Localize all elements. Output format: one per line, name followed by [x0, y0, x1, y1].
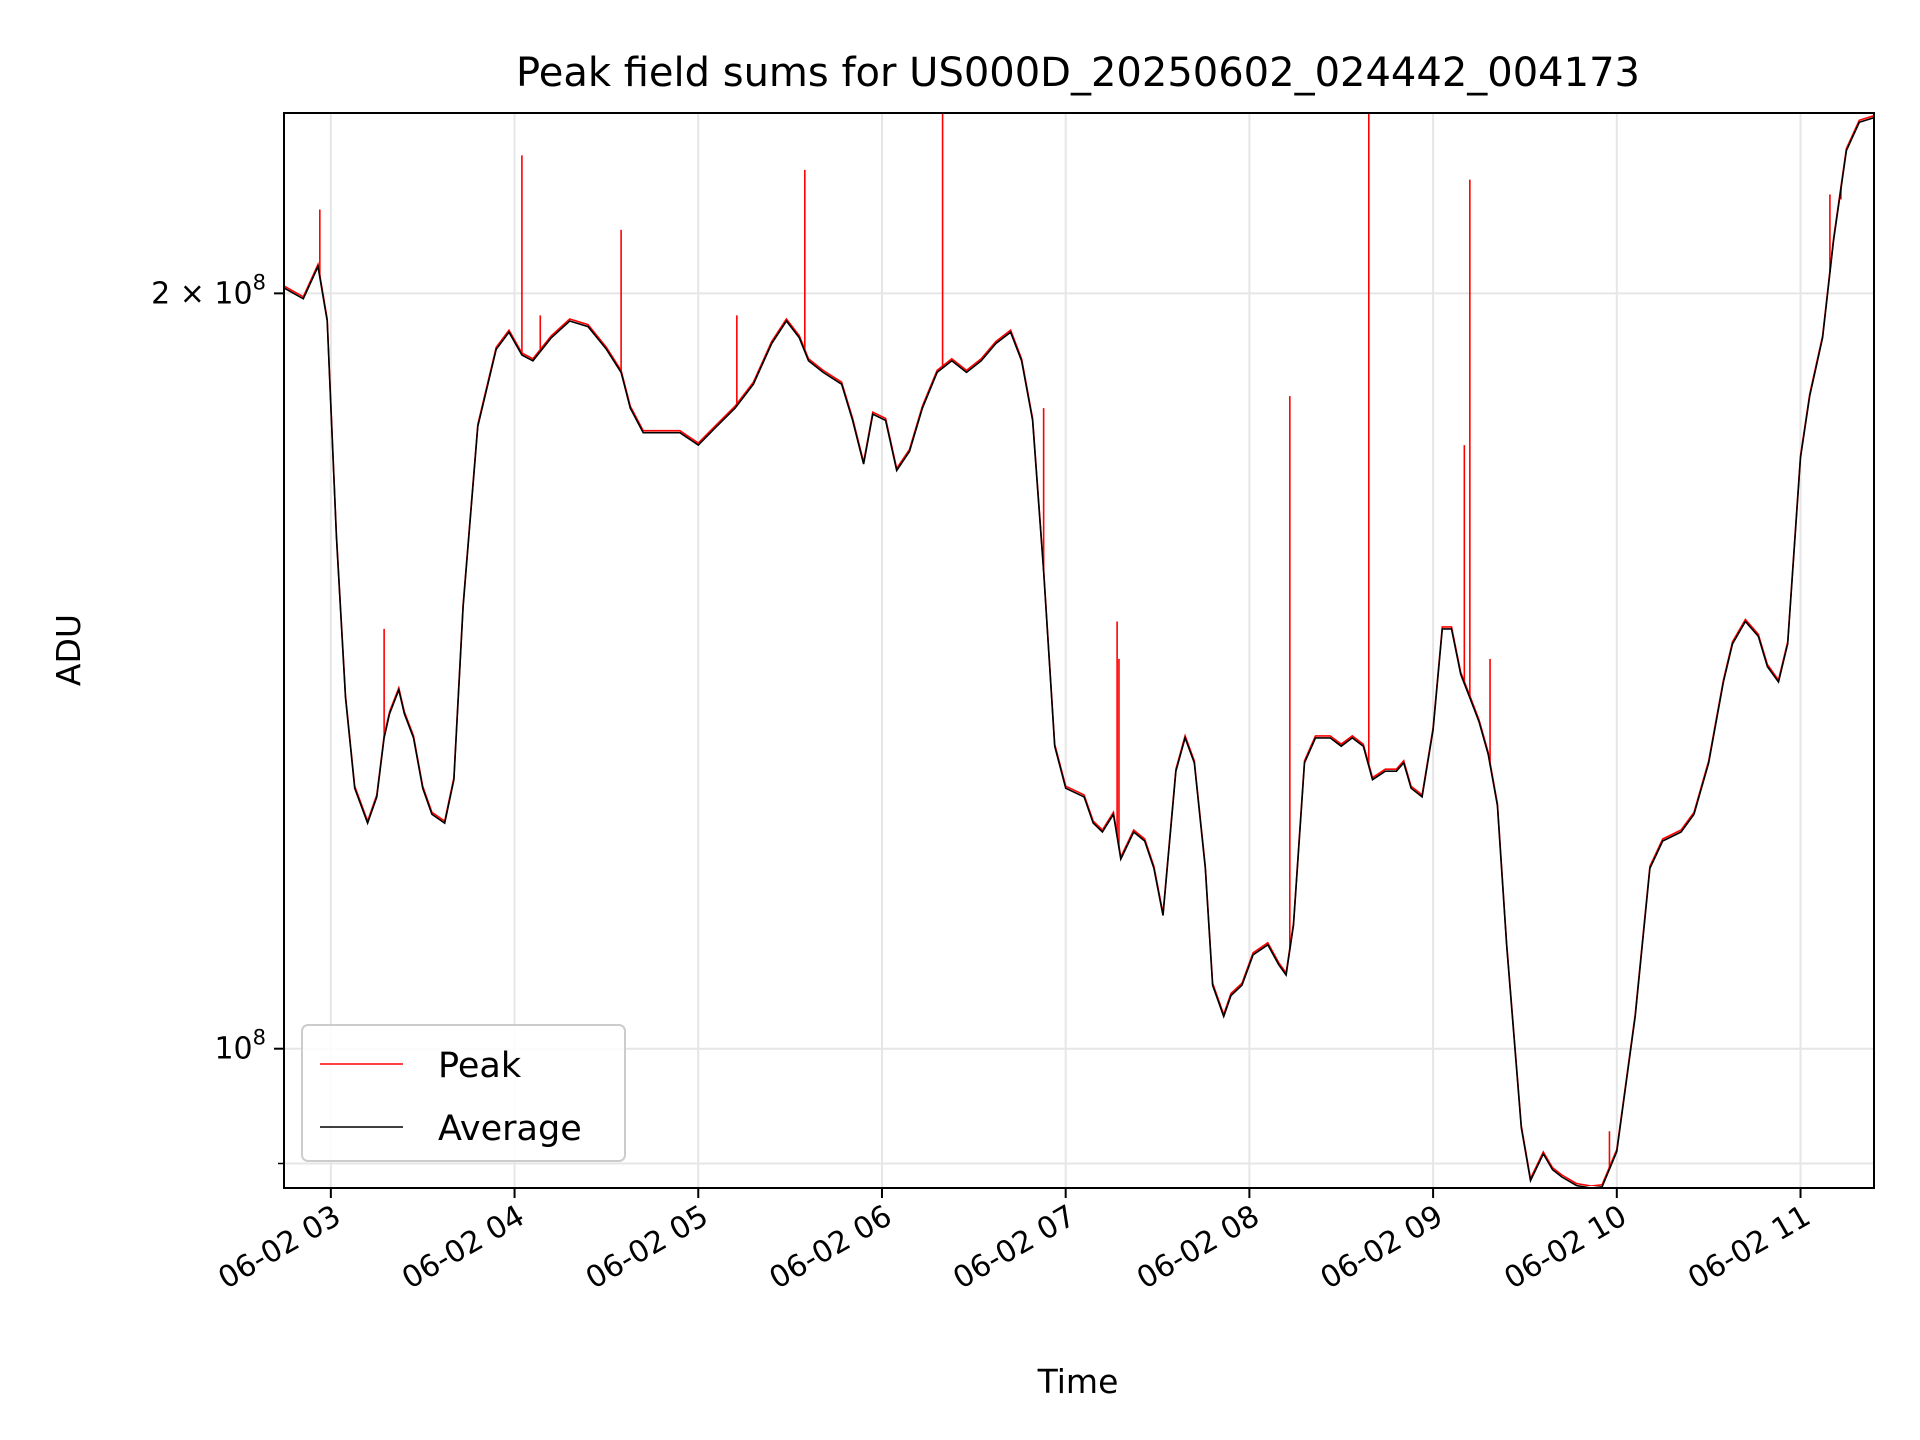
plot-frame	[283, 112, 1875, 1189]
y-tick-label: 2 × 108	[151, 270, 266, 311]
y-axis-title: ADU	[49, 614, 88, 686]
x-axis-title: Time	[1037, 1362, 1119, 1401]
legend-peak-label: Peak	[438, 1046, 522, 1086]
average-line	[284, 116, 1874, 1188]
legend: Peak Average	[301, 1024, 626, 1162]
chart-title: Peak field sums for US000D_20250602_0244…	[516, 50, 1640, 96]
series	[284, 113, 1874, 1188]
legend-average-label: Average	[438, 1109, 582, 1149]
gridlines	[284, 113, 1874, 1188]
